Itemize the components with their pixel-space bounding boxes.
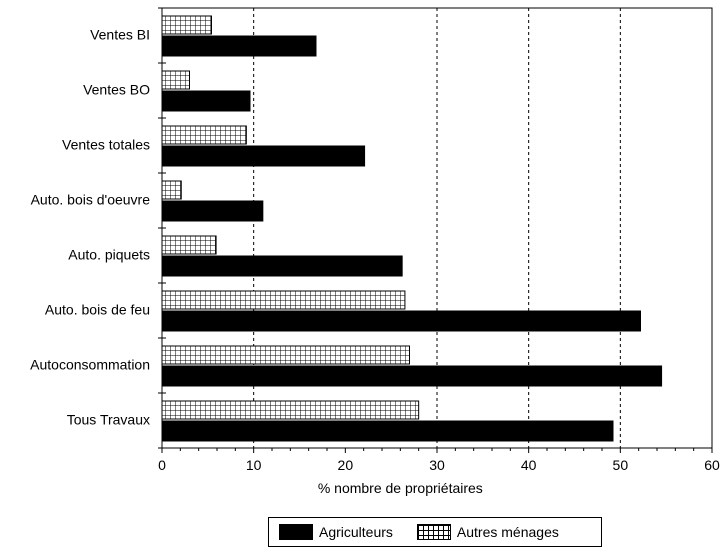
bar-agriculteurs [161, 255, 403, 277]
legend: Agriculteurs Autres ménages [268, 517, 602, 547]
x-tick-label: 20 [338, 457, 354, 473]
bar-autres-menages [161, 15, 212, 35]
bar-autres-menages [161, 290, 406, 310]
legend-swatch-agriculteurs [279, 524, 313, 540]
bar-autres-menages [161, 125, 247, 145]
category-label: Ventes BO [83, 82, 150, 98]
bar-autres-menages [161, 235, 217, 255]
x-tick-label: 60 [704, 457, 720, 473]
x-tick-label: 10 [246, 457, 262, 473]
x-tick-label: 0 [158, 457, 166, 473]
x-axis-label: % nombre de propriétaires [318, 480, 483, 496]
category-label: Auto. piquets [68, 247, 150, 263]
legend-label-agriculteurs: Agriculteurs [319, 524, 393, 540]
bar-agriculteurs [161, 365, 663, 387]
bar-autres-menages [161, 400, 420, 420]
bar-autres-menages [161, 70, 190, 90]
category-label: Tous Travaux [67, 412, 150, 428]
bar-agriculteurs [161, 310, 641, 332]
bar-agriculteurs [161, 90, 251, 112]
x-tick-label: 30 [429, 457, 445, 473]
x-tick-label: 50 [613, 457, 629, 473]
bar-agriculteurs [161, 145, 366, 167]
legend-item-autres-menages: Autres ménages [416, 524, 559, 540]
x-tick-label: 40 [521, 457, 537, 473]
bar-autres-menages [161, 345, 410, 365]
bar-agriculteurs [161, 35, 317, 57]
category-label: Auto. bois de feu [45, 302, 150, 318]
legend-label-autres-menages: Autres ménages [456, 524, 559, 540]
bar-agriculteurs [161, 200, 264, 222]
category-label: Ventes BI [90, 27, 150, 43]
legend-swatch-autres-menages [416, 524, 451, 540]
bar-autres-menages [161, 180, 182, 200]
bar-agriculteurs [161, 420, 614, 442]
legend-item-agriculteurs: Agriculteurs [279, 524, 393, 540]
category-label: Ventes totales [62, 137, 150, 153]
category-label: Auto. bois d'oeuvre [31, 192, 151, 208]
category-label: Autoconsommation [30, 357, 150, 373]
